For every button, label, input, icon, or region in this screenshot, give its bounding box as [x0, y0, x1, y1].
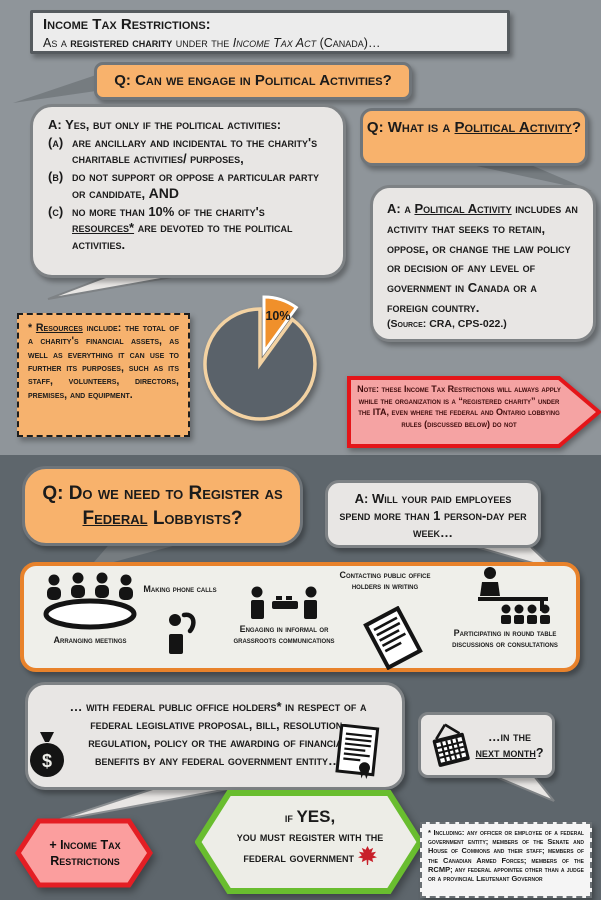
maple-leaf-icon: [357, 845, 377, 865]
income-tax-hexagon-text: + Income Tax Restrictions: [49, 838, 121, 868]
activity-label-meetings: Arranging meetings: [53, 635, 127, 645]
red-note-arrow: [347, 376, 601, 448]
grassroots-people-icon: [251, 586, 317, 619]
a2-source: (Source: CRA, CPS-022.): [387, 317, 507, 330]
activity-label-phone: Making phone calls: [143, 584, 217, 594]
pie-body-90pct: [203, 307, 317, 421]
certificate-icon: [335, 724, 380, 780]
meeting-table-icon: [43, 572, 137, 630]
a1-intro: A: Yes, but only if the political activi…: [48, 117, 282, 132]
header-subtitle: As a registered charity under the Income…: [43, 36, 381, 50]
svg-text:$: $: [42, 751, 52, 771]
q1-text: Q: Can we engage in Political Activities…: [114, 72, 392, 89]
q3-bubble: Q: Do we need to Register as Federal Lob…: [22, 466, 303, 546]
q1-bubble: Q: Can we engage in Political Activities…: [94, 62, 412, 100]
pie-slice-label: 10%: [265, 309, 290, 323]
a2-bubble: A: a Political Activity includes an acti…: [370, 185, 596, 342]
page-title: Income Tax Restrictions:: [43, 16, 211, 33]
footnote-box: * Including: any officer or employee of …: [420, 822, 592, 898]
a1-item-a: (a) are ancillary and incidental to the …: [48, 134, 318, 167]
q2-bubble: Q: What is a Political Activity?: [360, 108, 588, 166]
q1-bubble-tail: [13, 75, 96, 103]
red-note-text: Note: these Income Tax Restrictions will…: [357, 384, 561, 429]
writing-document-icon: [363, 606, 423, 670]
if-yes-text: if YES, you must register with the feder…: [236, 807, 384, 865]
next-month-text: …in the next month?: [475, 729, 544, 760]
money-bag-icon: $: [30, 732, 64, 777]
pie-slice-10pct: [262, 295, 299, 357]
header-box: Income Tax Restrictions: As a registered…: [30, 10, 510, 54]
a1-bubble: A: Yes, but only if the political activi…: [30, 104, 346, 278]
next-month-bubble-tail: [493, 775, 555, 802]
resources-note-box: * Resources include: the total of a char…: [17, 313, 190, 437]
a1-item-b: (b) do not support or oppose a particula…: [48, 168, 319, 202]
q2-bubble-tail: [458, 162, 592, 191]
activity-label-writing: Contacting public office holders in writ…: [339, 570, 431, 591]
activity-label-grassroots: Engaging in informal or grassroots commu…: [233, 624, 335, 645]
next-month-bubble: …in the next month?: [418, 712, 555, 778]
phone-icon: [169, 612, 196, 654]
a3-bubble: A: Will your paid employees spend more t…: [325, 480, 541, 548]
calendar-icon: [432, 723, 470, 767]
round-table-icon: [478, 567, 550, 624]
q3-bubble-tail: [88, 540, 195, 569]
if-yes-hexagon: [195, 790, 423, 894]
activity-label-roundtable: Participating in round table discussions…: [452, 628, 558, 649]
a1-item-c: (c) no more than 10% of the charity's re…: [48, 203, 293, 252]
pie-chart: 10%: [203, 295, 317, 421]
income-tax-hexagon: [15, 818, 153, 888]
